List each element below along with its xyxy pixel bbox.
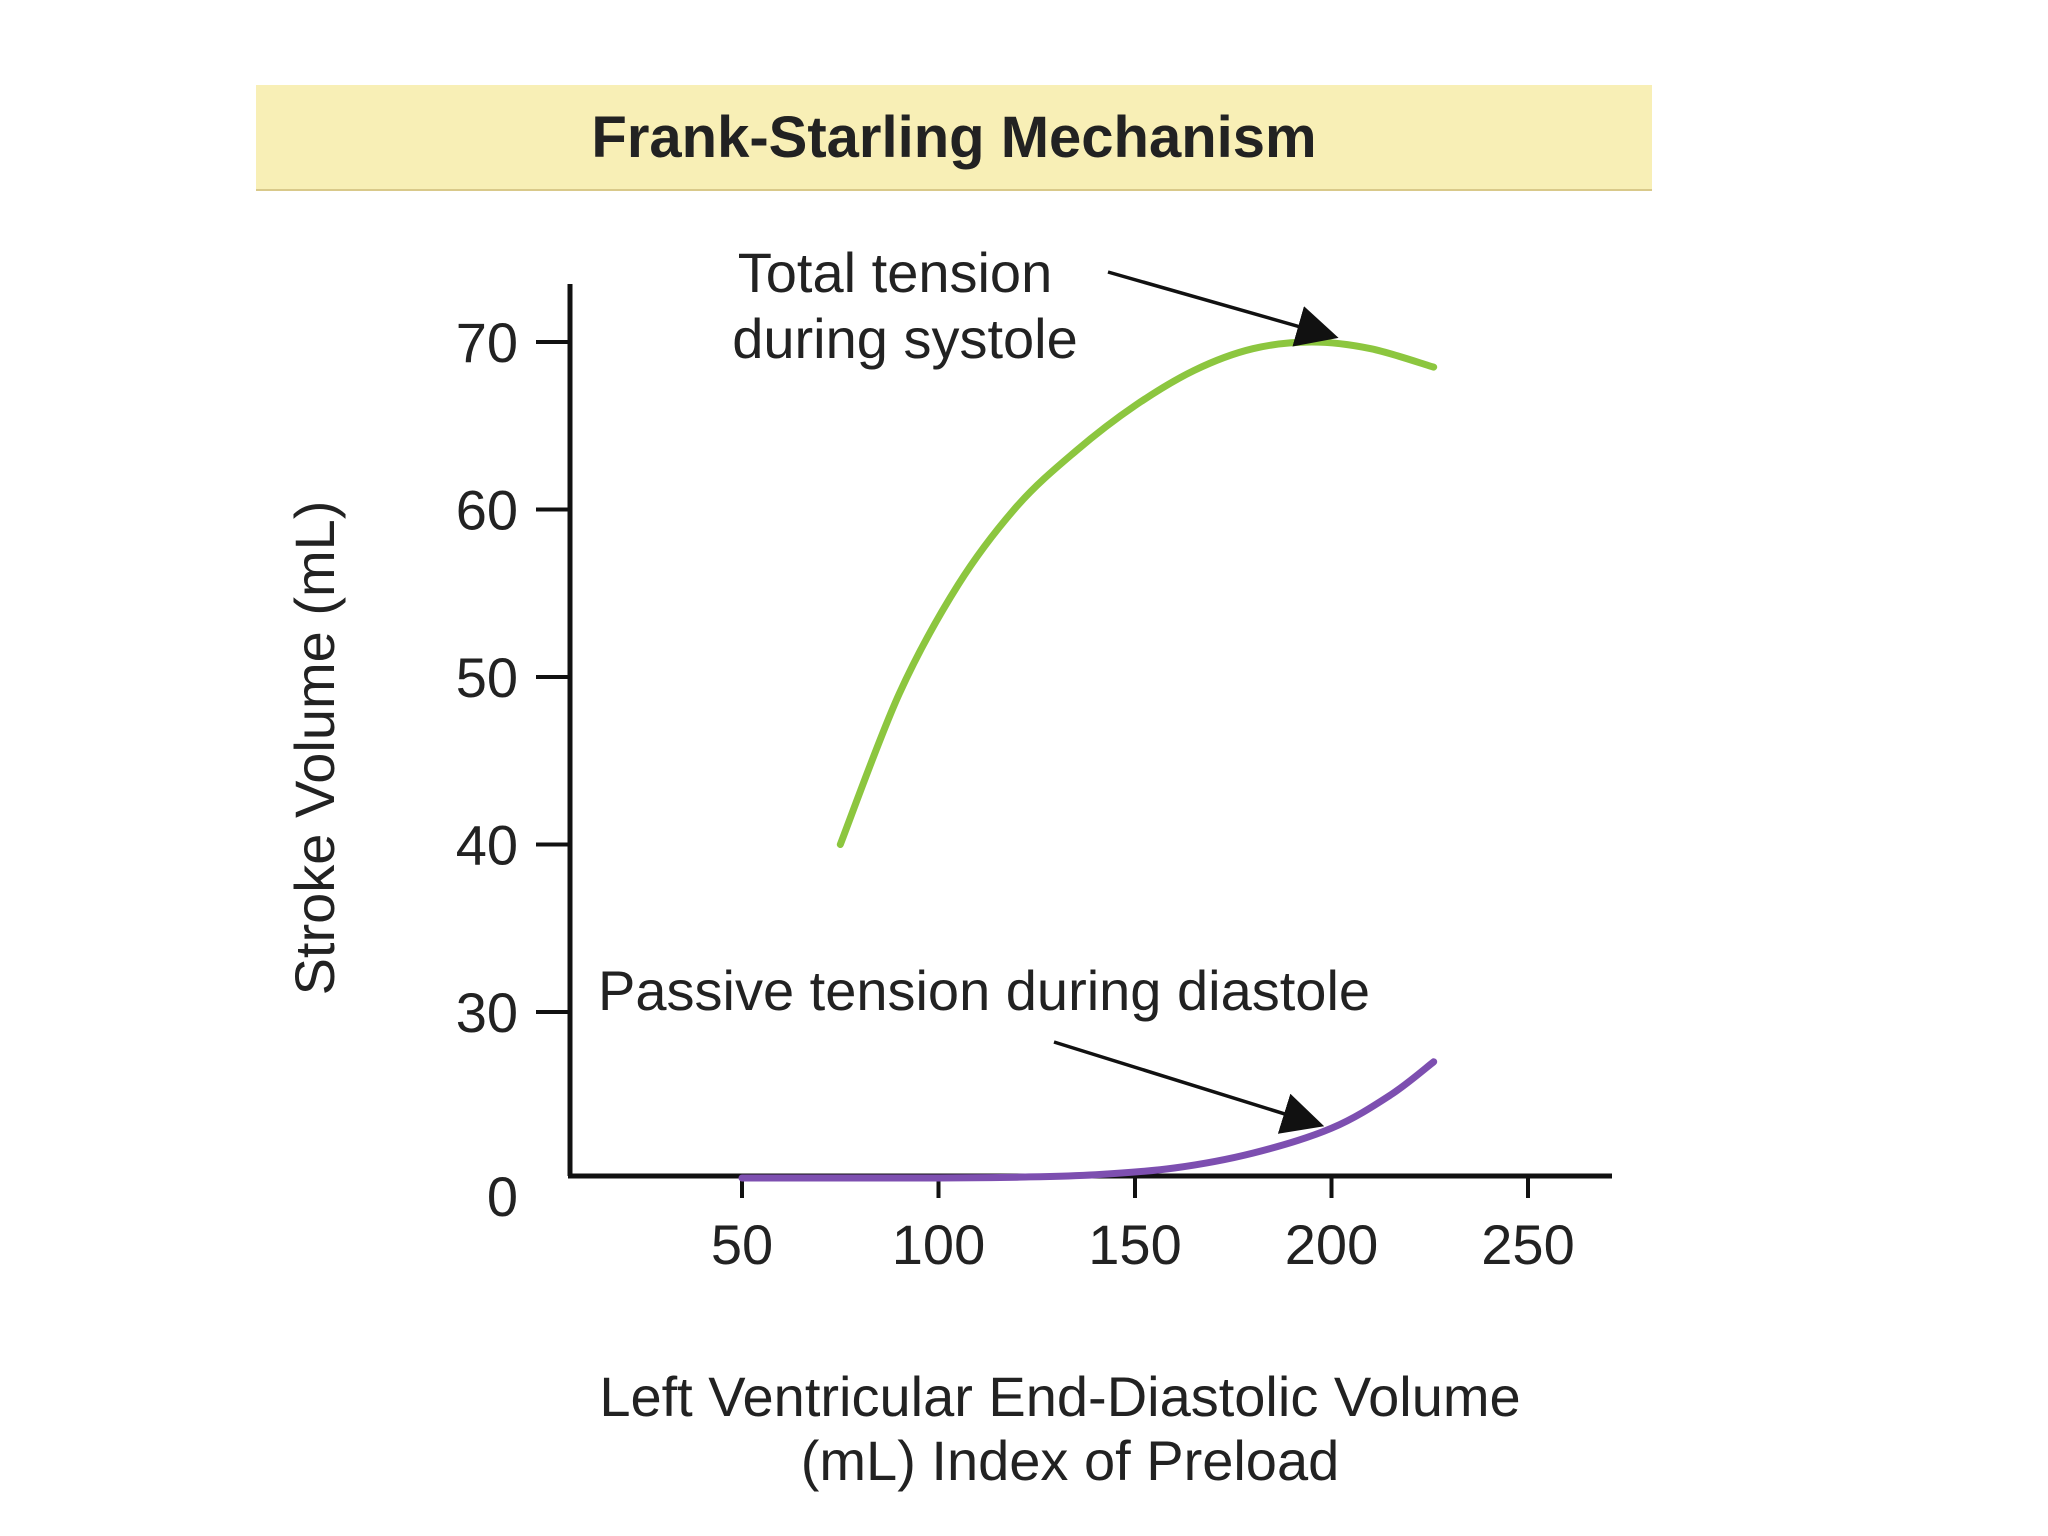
x-tick-label: 50 <box>711 1213 773 1276</box>
y-ticks: 0 30 40 50 60 70 <box>456 311 570 1228</box>
x-axis-title-line2: (mL) Index of Preload <box>801 1429 1339 1492</box>
x-tick-label: 250 <box>1481 1213 1574 1276</box>
systole-arrow <box>1107 270 1339 347</box>
systole-curve <box>836 338 1438 848</box>
y-tick-label: 50 <box>456 646 518 709</box>
y-tick-label: 60 <box>456 479 518 542</box>
diastole-arrow <box>1053 1040 1325 1134</box>
axes <box>567 284 1612 1179</box>
x-ticks: 50 100 150 200 250 <box>711 1176 1575 1276</box>
y-tick-label: 0 <box>487 1165 518 1228</box>
diastole-annotation: Passive tension during diastole <box>598 959 1370 1022</box>
x-tick-label: 100 <box>892 1213 985 1276</box>
title-banner: Frank-Starling Mechanism <box>256 85 1652 191</box>
y-tick-label: 40 <box>456 814 518 877</box>
diastole-curve <box>738 1058 1438 1182</box>
y-tick-label: 70 <box>456 311 518 374</box>
x-tick-label: 200 <box>1285 1213 1378 1276</box>
x-axis-title-line1: Left Ventricular End-Diastolic Volume <box>599 1365 1520 1428</box>
systole-annotation-line2: during systole <box>732 307 1078 370</box>
chart-title: Frank-Starling Mechanism <box>591 104 1317 170</box>
systole-annotation-line1: Total tension <box>738 241 1052 304</box>
x-tick-label: 150 <box>1088 1213 1181 1276</box>
y-tick-label: 30 <box>456 981 518 1044</box>
y-axis-title: Stroke Volume (mL) <box>283 501 346 996</box>
